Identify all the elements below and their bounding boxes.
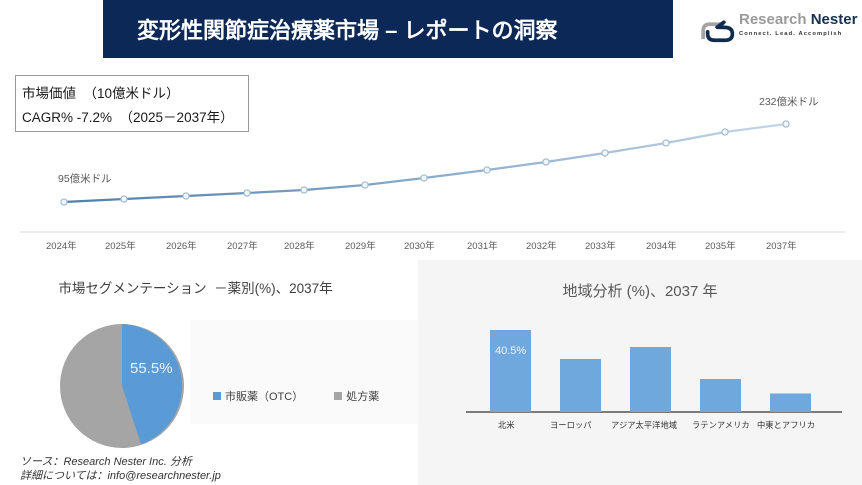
svg-text:40.5%: 40.5%: [495, 345, 526, 357]
svg-text:55.5%: 55.5%: [130, 360, 173, 377]
